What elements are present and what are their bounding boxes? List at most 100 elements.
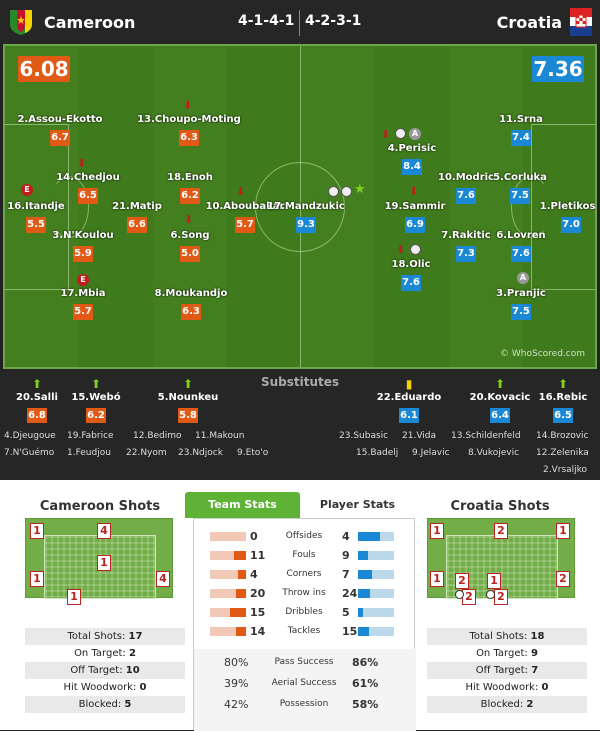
team-stat-row: 11 Fouls 9 (194, 546, 416, 565)
shot-zone-count: 2 (462, 589, 476, 605)
home-sub[interactable]: ⬆ 15.Webó 6.2 (51, 378, 141, 423)
away-player[interactable]: 3.Pranjic 7.5 (466, 288, 576, 320)
shot-zone-count: 2 (556, 571, 570, 587)
home-stat-bar (210, 589, 246, 598)
bench-player[interactable]: 8.Vukojevic (468, 448, 520, 458)
shot-zone-count: 1 (97, 555, 111, 571)
home-player[interactable]: 6.Song 5.0 (135, 230, 245, 262)
bench-player[interactable]: 7.N'Guémo (4, 448, 55, 458)
bench-player[interactable]: 9.Jelavic (412, 448, 450, 458)
bench-player[interactable]: 9.Eto'o (237, 448, 269, 458)
away-stat-bar (358, 551, 394, 560)
stat-label: Dribbles (285, 607, 323, 617)
home-shots-summary: Total Shots: 17 On Target: 2 Off Target:… (25, 628, 185, 713)
bench-player[interactable]: 14.Brozovic (536, 431, 589, 441)
away-player[interactable]: 19.Sammir 6.9 (360, 201, 470, 233)
away-sub[interactable]: ▮ 22.Eduardo 6.1 (364, 378, 454, 423)
bench-player[interactable]: 22.Nyom (126, 448, 167, 458)
away-stat-value: 7 (342, 568, 350, 581)
summary-row: Off Target: 7 (427, 662, 587, 679)
man-of-the-match-star-icon: ★ (354, 182, 366, 197)
home-player[interactable]: 17.Mbia 5.7 (28, 288, 138, 320)
tab-player-stats[interactable]: Player Stats (300, 492, 415, 518)
home-player[interactable]: 18.Enoh 6.2 (135, 172, 245, 204)
stats-section: Cameroon Shots 1 4 1 1 4 1 Total Shots: … (0, 480, 600, 731)
away-formation: 4-2-3-1 (305, 13, 362, 29)
sub-on-arrow-icon: ⬆ (182, 377, 194, 391)
home-stat-bar (210, 627, 246, 636)
away-sub[interactable]: ⬆ 16.Rebic 6.5 (518, 378, 600, 423)
shot-zone-count: 2 (494, 589, 508, 605)
away-sub[interactable]: ⬆ 20.Kovacic 6.4 (455, 378, 545, 423)
away-team-name[interactable]: Croatia (496, 13, 562, 32)
bench-player[interactable]: 23.Ndjock (178, 448, 223, 458)
red-card-icon: ⬇ (184, 213, 194, 226)
away-player[interactable]: 17.Mandzukic 9.3 (251, 201, 361, 233)
team-stat-row: 14 Tackles 15 (194, 622, 416, 641)
away-player[interactable]: 4.Perisic 8.4 (357, 143, 467, 175)
assist-icon: A (409, 128, 421, 140)
home-stat-bar (210, 570, 246, 579)
home-player[interactable]: 14.Chedjou 6.5 (33, 172, 143, 204)
pitch: 6.08 7.36 2.Assou-Ekotto 6.7 13.Choupo-Mo… (3, 44, 597, 369)
home-team-name[interactable]: Cameroon (44, 13, 136, 32)
home-player[interactable]: 2.Assou-Ekotto 6.7 (5, 114, 115, 146)
shot-zone-count: 4 (97, 523, 111, 539)
home-shot-map: 1 4 1 1 4 1 (25, 518, 173, 605)
home-team-rating: 6.08 (18, 56, 70, 82)
home-stat-value: 0 (250, 530, 258, 543)
bench-player[interactable]: 12.Bedimo (133, 431, 182, 441)
away-stat-bar (358, 532, 394, 541)
bench-player[interactable]: 12.Zelenika (536, 448, 589, 458)
away-player[interactable]: 7.Rakitic 7.3 (411, 230, 521, 262)
away-player[interactable]: 10.Modric 7.6 (411, 172, 521, 204)
away-player[interactable]: 18.Olic 7.6 (356, 259, 466, 291)
bench-player[interactable]: 13.Schildenfeld (451, 431, 521, 441)
match-header: Cameroon 4-1-4-1 4-2-3-1 Croatia (0, 0, 600, 44)
away-stat-bar (358, 570, 394, 579)
bench-player[interactable]: 15.Badelj (356, 448, 399, 458)
card-icon: E (21, 184, 33, 196)
home-player[interactable]: 8.Moukandjo 6.3 (136, 288, 246, 320)
home-player[interactable]: 3.N'Koulou 5.9 (28, 230, 138, 262)
stat-label: Throw ins (282, 588, 326, 598)
summary-row: Total Shots: 18 (427, 628, 587, 645)
whoscored-watermark: © WhoScored.com (500, 349, 585, 359)
away-stat-bar (358, 608, 394, 617)
goal-ball-icon (341, 186, 352, 197)
away-player[interactable]: 1.Pletikosa 7.0 (516, 201, 595, 233)
tab-team-stats[interactable]: Team Stats (185, 492, 300, 518)
sub-on-arrow-icon: ⬆ (494, 377, 506, 391)
goal-ball-icon (455, 590, 464, 599)
summary-row: Blocked: 5 (25, 696, 185, 713)
home-sub[interactable]: ⬆ 20.Salli 6.8 (0, 378, 82, 423)
shot-zone-count: 1 (487, 573, 501, 589)
bench-player[interactable]: 19.Fabrice (67, 431, 114, 441)
bench-player[interactable]: 23.Subasic (339, 431, 389, 441)
away-shots-summary: Total Shots: 18 On Target: 9 Off Target:… (427, 628, 587, 713)
sub-off-arrow-icon: ⬇ (409, 185, 419, 198)
away-player[interactable]: 11.Srna 7.4 (466, 114, 576, 146)
home-player[interactable]: 21.Matip 6.6 (82, 201, 192, 233)
bench-player[interactable]: 21.Vida (402, 431, 437, 441)
home-stat-value: 15 (250, 606, 266, 619)
bench-player[interactable]: 4.Djeugoue (4, 431, 56, 441)
bench-player[interactable]: 11.Makoun (195, 431, 245, 441)
bench-player[interactable]: 1.Feudjou (67, 448, 111, 458)
away-player[interactable]: 6.Lovren 7.6 (466, 230, 576, 262)
shot-zone-count: 1 (30, 571, 44, 587)
shot-zone-count: 1 (556, 523, 570, 539)
away-player[interactable]: 5.Corluka 7.5 (465, 172, 575, 204)
substitutes-section: Substitutes ⬆ 20.Salli 6.8 ⬆ 15.Webó 6.2 ⬆ 5.… (0, 369, 600, 480)
goal-ball-icon (486, 590, 495, 599)
home-stat-value: 14 (250, 625, 266, 638)
home-player[interactable]: 13.Choupo-Moting 6.3 (134, 114, 244, 146)
card-icon: E (77, 274, 89, 286)
home-sub[interactable]: ⬆ 5.Nounkeu 5.8 (143, 378, 233, 423)
formation-divider (299, 10, 300, 36)
home-player[interactable]: 10.Aboubakar 5.7 (190, 201, 300, 233)
bench-player[interactable]: 2.Vrsaljko (543, 465, 588, 475)
substitutes-title: Substitutes (260, 375, 340, 389)
sub-off-arrow-icon: ⬇ (183, 99, 193, 112)
home-player[interactable]: 16.Itandje 5.5 (5, 201, 91, 233)
